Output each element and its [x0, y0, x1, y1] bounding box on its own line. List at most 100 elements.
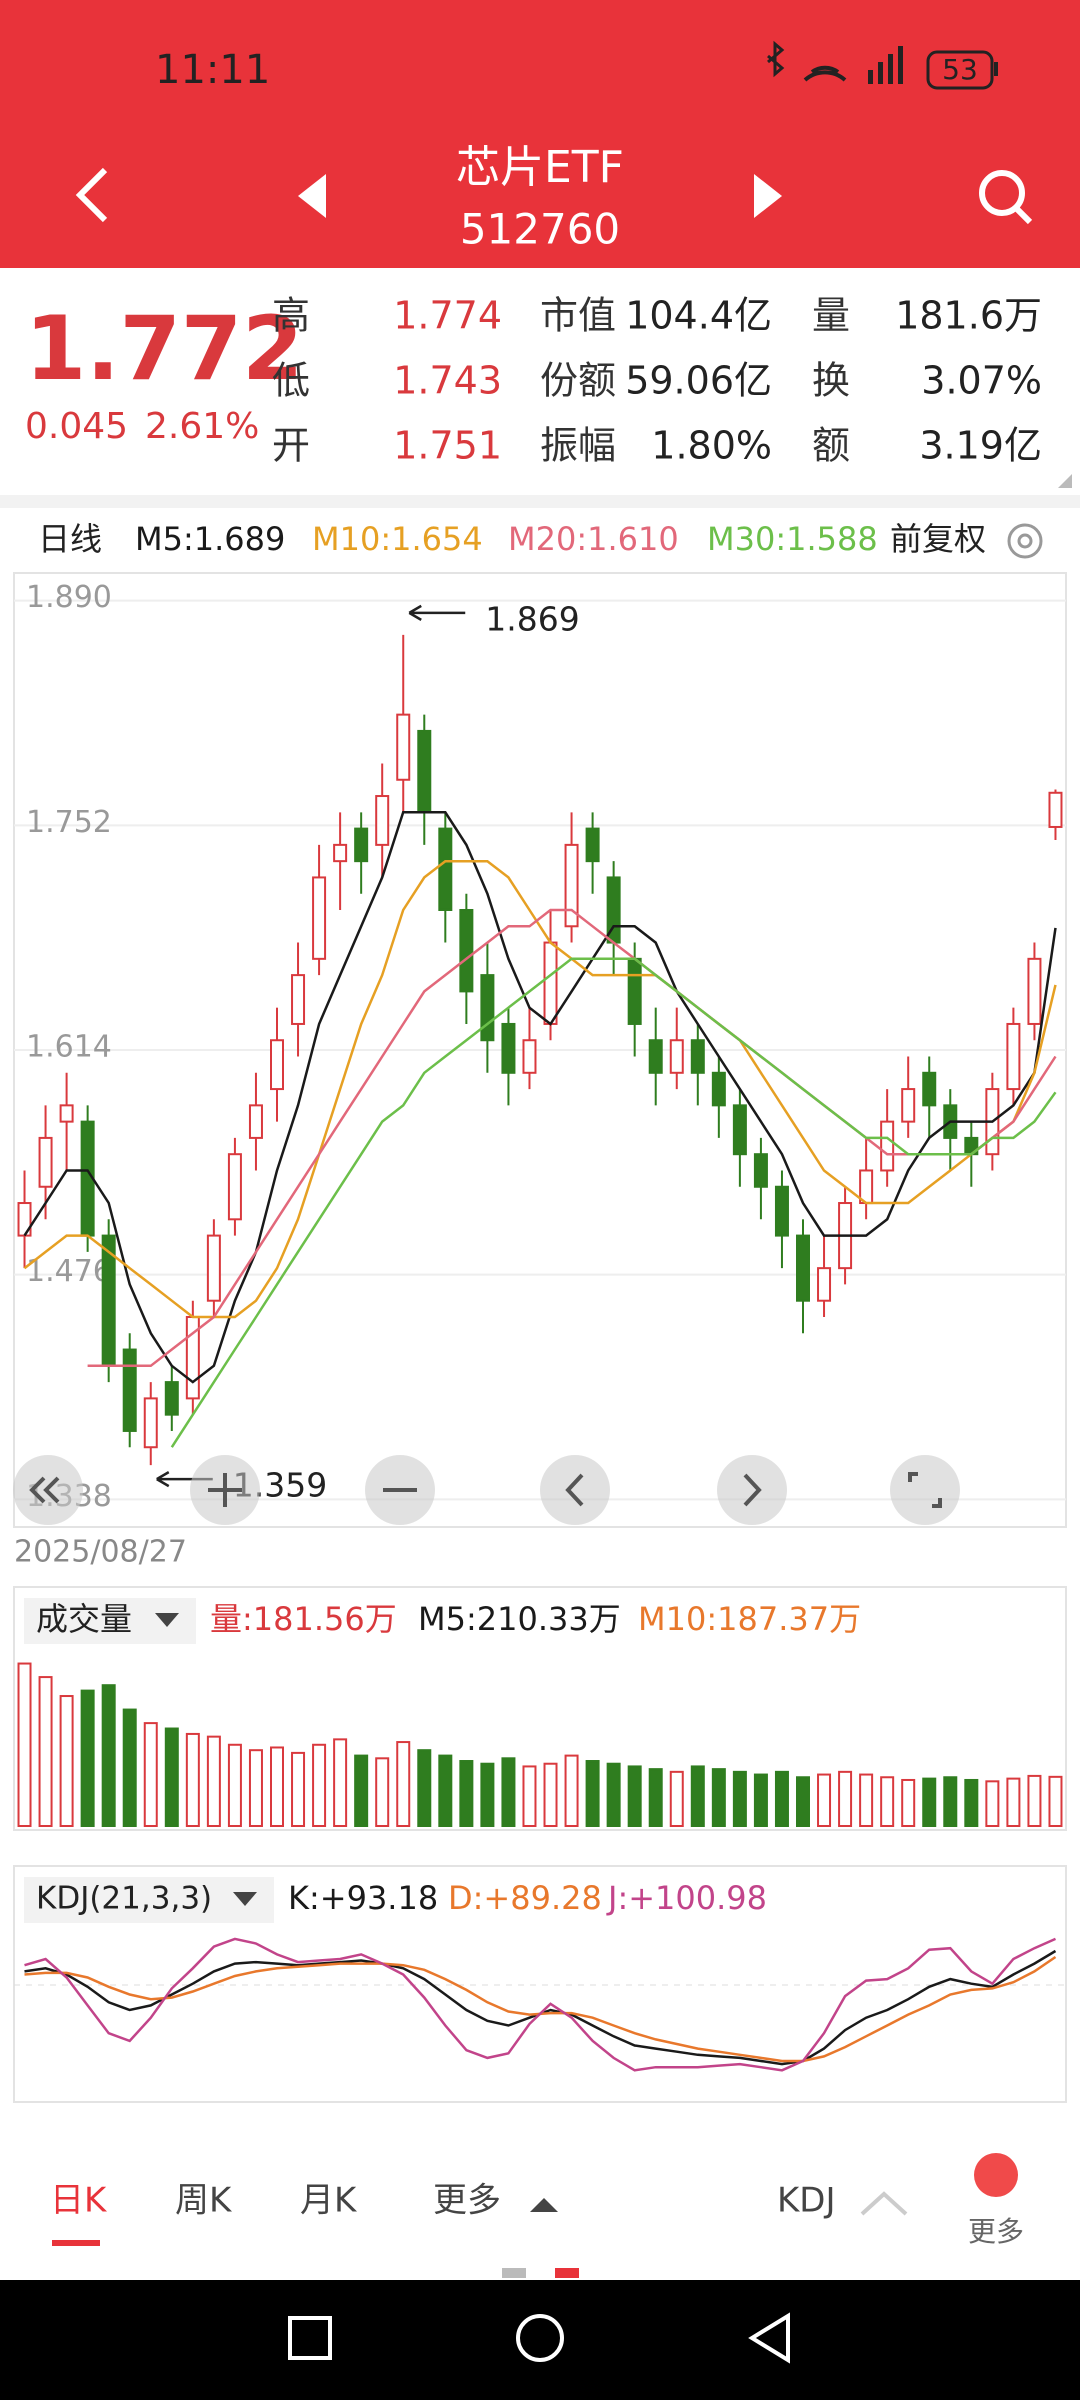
- control-icon: [908, 1472, 942, 1508]
- stat-label: 振幅: [540, 424, 616, 468]
- volume-bar: [922, 1777, 937, 1827]
- volume-bar: [522, 1765, 537, 1828]
- chart-control[interactable]: [717, 1455, 787, 1525]
- period-tab[interactable]: 日K: [50, 2181, 108, 2221]
- nav-home[interactable]: [516, 2314, 564, 2362]
- period-tab[interactable]: 周K: [175, 2181, 233, 2221]
- volume-bar: [459, 1760, 474, 1827]
- last-price: 1.772: [25, 297, 303, 400]
- expand-corner[interactable]: [1058, 474, 1072, 488]
- volume-bar: [774, 1770, 789, 1828]
- volume-bar: [1048, 1775, 1063, 1827]
- back-button[interactable]: [75, 167, 108, 223]
- legend-entry: M5:210.33万: [418, 1600, 621, 1638]
- more-icon[interactable]: [974, 2153, 1018, 2197]
- candle-body: [732, 1104, 747, 1156]
- indicator-tab[interactable]: KDJ: [777, 2181, 836, 2221]
- volume-bar: [438, 1754, 453, 1827]
- stat-value: 1.751: [393, 424, 502, 468]
- kdj-selector[interactable]: KDJ(21,3,3): [36, 1881, 212, 1917]
- indicator-arrow: [860, 2191, 908, 2216]
- candle-body: [122, 1348, 137, 1432]
- volume-bar: [164, 1727, 179, 1827]
- ma-line: [170, 957, 1057, 1448]
- volume-bar: [396, 1741, 411, 1827]
- stat-value: 104.4亿: [625, 294, 772, 338]
- adjust-label[interactable]: 前复权: [890, 520, 986, 558]
- stat-value: 1.743: [393, 359, 502, 403]
- legend-entry: M30:1.588: [707, 520, 878, 558]
- chart-control[interactable]: [540, 1455, 610, 1525]
- volume-bar: [732, 1770, 747, 1828]
- y-tick-label: 1.614: [26, 1030, 112, 1065]
- period-tab[interactable]: 月K: [300, 2181, 358, 2221]
- candle-body: [1006, 1022, 1021, 1091]
- stat-value: 59.06亿: [625, 359, 772, 403]
- legend-entry: M20:1.610: [508, 520, 679, 558]
- candle-body: [817, 1267, 832, 1302]
- quote-grid: 高 1.774 市值 104.4亿量 181.6万低 1.743 份额 59.06亿换 3.07…: [272, 294, 1042, 468]
- kdj-selector-bg[interactable]: [24, 1877, 274, 1923]
- volume-bar: [270, 1746, 284, 1828]
- volume-bar: [627, 1765, 642, 1828]
- date-label: 2025/08/27: [14, 1535, 187, 1570]
- volume-bar: [312, 1743, 327, 1828]
- price-change: 0.045: [25, 406, 128, 447]
- candle-body: [291, 974, 306, 1025]
- nav-recent[interactable]: [288, 2316, 332, 2360]
- volume-bar: [859, 1773, 874, 1827]
- candle-body: [1027, 957, 1042, 1025]
- battery-level: 53: [942, 53, 978, 86]
- volume-frame: [13, 1586, 1067, 1831]
- candle-body: [690, 1039, 705, 1074]
- more-button[interactable]: 更多: [968, 2215, 1024, 2248]
- header-bg: [0, 0, 1080, 268]
- tabs: 日K 周K 月K 更多: [50, 2181, 501, 2221]
- volume-bar: [480, 1762, 495, 1827]
- stat-label: 份额: [540, 359, 616, 403]
- status-icons: [767, 40, 998, 90]
- period-tab[interactable]: 更多: [433, 2181, 501, 2221]
- candle-body: [796, 1234, 810, 1302]
- candle-body: [774, 1185, 789, 1237]
- candle-body: [354, 827, 369, 863]
- tab-underline: [52, 2240, 100, 2246]
- volume-bar: [417, 1749, 432, 1827]
- ma-line: [87, 908, 1057, 1368]
- volume-selector[interactable]: 成交量: [36, 1600, 132, 1638]
- volume-bar: [122, 1708, 137, 1827]
- settings-icon[interactable]: [1007, 523, 1043, 559]
- candle-body: [753, 1153, 768, 1188]
- search-button[interactable]: [979, 170, 1033, 225]
- candle-body: [59, 1104, 74, 1123]
- volume-bar: [185, 1732, 200, 1828]
- separator: [0, 495, 1080, 508]
- candle-body: [501, 1022, 516, 1074]
- volume-bar: [964, 1778, 979, 1828]
- chart-control[interactable]: [890, 1455, 960, 1525]
- stat-value: 1.80%: [651, 424, 772, 468]
- candle-body: [522, 1039, 537, 1074]
- nav-back[interactable]: [748, 2312, 790, 2364]
- legend-entry: K:+93.18: [288, 1879, 438, 1917]
- candle-body: [227, 1153, 242, 1221]
- candle-body: [901, 1088, 916, 1123]
- volume-bar: [248, 1749, 263, 1827]
- annotation: 1.869: [485, 599, 579, 638]
- stat-value: 3.19亿: [919, 424, 1042, 468]
- volume-bar: [753, 1773, 768, 1827]
- volume-bar: [333, 1738, 348, 1828]
- legend-entry: J:+100.98: [606, 1879, 767, 1917]
- candle-body: [627, 957, 642, 1025]
- legend-entry: M10:1.654: [312, 520, 483, 558]
- volume-bar: [838, 1770, 853, 1828]
- volume-bar: [901, 1778, 916, 1828]
- next-button[interactable]: [754, 174, 782, 218]
- volume-bar: [543, 1762, 558, 1827]
- prev-button[interactable]: [298, 174, 326, 218]
- stat-label: 低: [272, 359, 310, 403]
- volume-bar: [501, 1757, 516, 1828]
- y-tick-label: 1.476: [26, 1254, 112, 1289]
- candle-body: [38, 1136, 53, 1188]
